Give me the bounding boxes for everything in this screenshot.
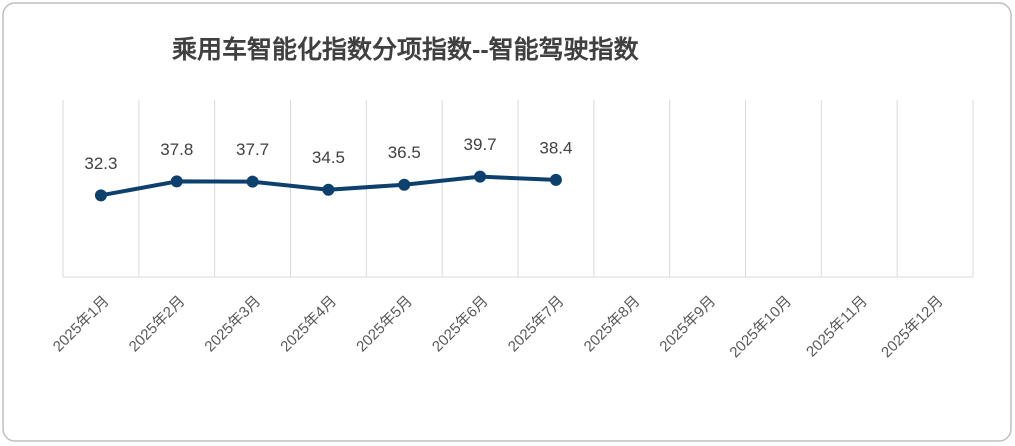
value-label: 36.5 xyxy=(388,143,421,162)
chart-title: 乘用车智能化指数分项指数--智能驾驶指数 xyxy=(172,35,640,64)
value-label: 39.7 xyxy=(464,135,497,154)
point xyxy=(474,170,487,183)
point xyxy=(549,173,562,186)
point xyxy=(170,175,183,188)
value-label: 32.3 xyxy=(84,154,117,173)
point xyxy=(246,175,259,188)
point xyxy=(322,183,335,196)
value-label: 37.8 xyxy=(160,140,193,159)
point xyxy=(398,178,411,191)
value-label: 37.7 xyxy=(236,140,269,159)
value-label: 34.5 xyxy=(312,148,345,167)
point xyxy=(94,189,107,202)
value-label: 38.4 xyxy=(539,138,572,157)
